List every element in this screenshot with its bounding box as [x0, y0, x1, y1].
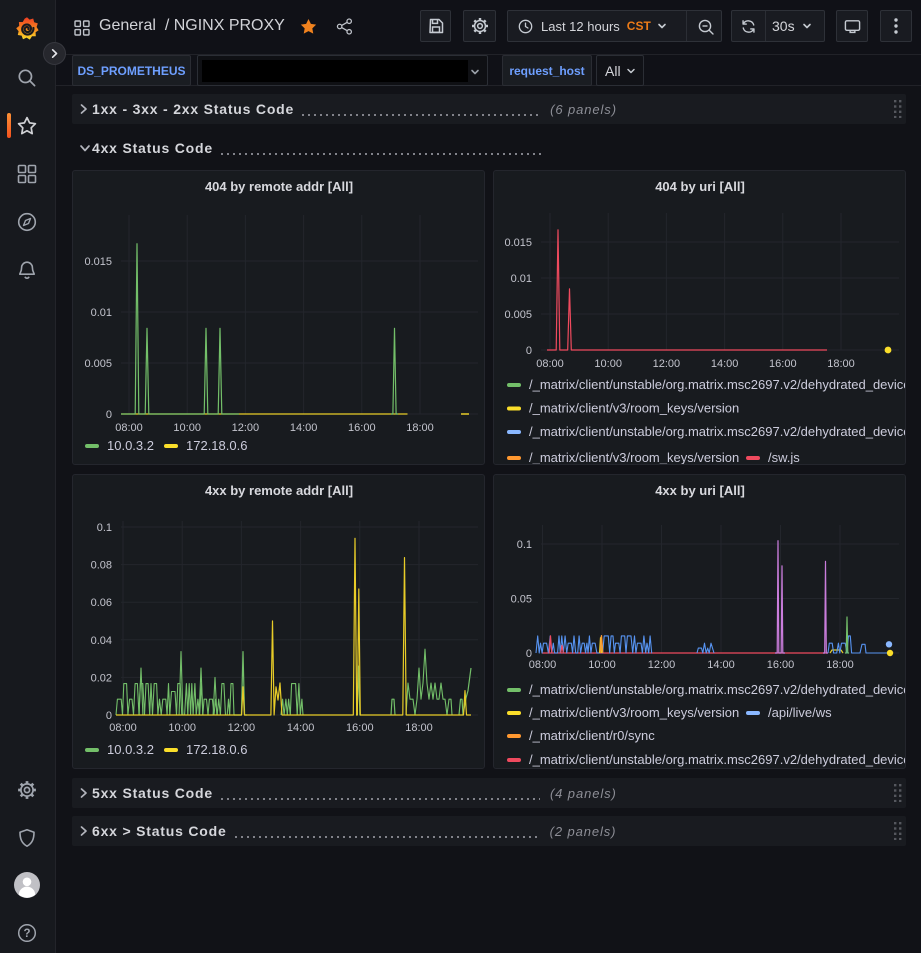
svg-text:0.1: 0.1: [97, 522, 112, 534]
svg-text:12:00: 12:00: [648, 659, 676, 671]
svg-text:0: 0: [106, 409, 112, 421]
svg-text:0.1: 0.1: [517, 539, 532, 551]
svg-text:0.01: 0.01: [91, 307, 112, 319]
svg-text:16:00: 16:00: [348, 422, 376, 434]
svg-text:/_matrix/client/v3/room_keys/v: /_matrix/client/v3/room_keys/version: [529, 705, 739, 720]
svg-text:0.015: 0.015: [504, 237, 532, 249]
svg-text:4xx by uri [All]: 4xx by uri [All]: [655, 483, 745, 498]
svg-text:16:00: 16:00: [767, 659, 795, 671]
svg-text:0: 0: [526, 345, 532, 357]
svg-text:0: 0: [526, 648, 532, 660]
svg-text:172.18.0.6: 172.18.0.6: [186, 438, 247, 453]
svg-text:0.02: 0.02: [91, 672, 112, 684]
svg-text:0.01: 0.01: [511, 273, 532, 285]
svg-text:12:00: 12:00: [232, 422, 260, 434]
svg-text:0.06: 0.06: [91, 597, 112, 609]
svg-text:/_matrix/client/r0/sync: /_matrix/client/r0/sync: [529, 728, 655, 743]
svg-text:14:00: 14:00: [287, 722, 315, 734]
svg-text:16:00: 16:00: [346, 722, 374, 734]
svg-text:14:00: 14:00: [711, 358, 739, 370]
svg-text:16:00: 16:00: [769, 358, 797, 370]
svg-text:12:00: 12:00: [653, 358, 681, 370]
svg-text:/sw.js: /sw.js: [768, 450, 800, 465]
svg-text:0.05: 0.05: [511, 594, 532, 606]
svg-text:?: ?: [23, 928, 30, 940]
svg-text:/api/live/ws: /api/live/ws: [768, 705, 832, 720]
svg-text:404 by remote addr [All]: 404 by remote addr [All]: [205, 179, 353, 194]
svg-text:10:00: 10:00: [594, 358, 622, 370]
svg-text:14:00: 14:00: [290, 422, 318, 434]
svg-text:18:00: 18:00: [405, 722, 433, 734]
svg-text:/_matrix/client/unstable/org.m: /_matrix/client/unstable/org.matrix.msc2…: [529, 377, 906, 392]
svg-text:08:00: 08:00: [109, 722, 137, 734]
svg-text:18:00: 18:00: [827, 358, 855, 370]
svg-text:0.015: 0.015: [84, 256, 112, 268]
svg-text:4xx by remote addr [All]: 4xx by remote addr [All]: [205, 483, 353, 498]
svg-text:/_matrix/client/unstable/org.m: /_matrix/client/unstable/org.matrix.msc2…: [529, 424, 906, 439]
svg-text:/_matrix/client/unstable/org.m: /_matrix/client/unstable/org.matrix.msc2…: [529, 682, 906, 697]
svg-text:/_matrix/client/v3/room_keys/v: /_matrix/client/v3/room_keys/version: [529, 450, 739, 465]
svg-text:0.08: 0.08: [91, 560, 112, 572]
svg-text:10.0.3.2: 10.0.3.2: [107, 742, 154, 757]
svg-text:0.005: 0.005: [504, 309, 532, 321]
svg-text:08:00: 08:00: [529, 659, 557, 671]
svg-text:/_matrix/client/unstable/org.m: /_matrix/client/unstable/org.matrix.msc2…: [529, 752, 906, 767]
svg-text:404 by uri [All]: 404 by uri [All]: [655, 179, 745, 194]
svg-text:14:00: 14:00: [707, 659, 735, 671]
svg-text:18:00: 18:00: [826, 659, 854, 671]
svg-text:12:00: 12:00: [228, 722, 256, 734]
svg-text:10:00: 10:00: [173, 422, 201, 434]
svg-text:08:00: 08:00: [536, 358, 564, 370]
svg-text:08:00: 08:00: [115, 422, 143, 434]
svg-text:10:00: 10:00: [168, 722, 196, 734]
svg-text:0: 0: [106, 710, 112, 722]
svg-text:0.04: 0.04: [91, 635, 112, 647]
svg-text:172.18.0.6: 172.18.0.6: [186, 742, 247, 757]
svg-text:10.0.3.2: 10.0.3.2: [107, 438, 154, 453]
svg-text:/_matrix/client/v3/room_keys/v: /_matrix/client/v3/room_keys/version: [529, 401, 739, 416]
svg-text:10:00: 10:00: [588, 659, 616, 671]
svg-text:18:00: 18:00: [406, 422, 434, 434]
svg-text:0.005: 0.005: [84, 358, 112, 370]
